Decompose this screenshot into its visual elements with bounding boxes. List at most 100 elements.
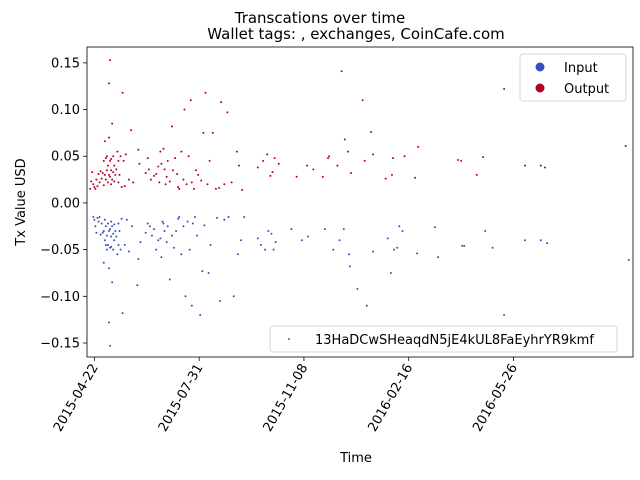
data-point-output-25 [108, 173, 111, 176]
data-point-output-77 [180, 150, 183, 153]
legend-type: Input Output [519, 53, 627, 102]
data-point-input-76 [190, 304, 193, 307]
data-point-output-35 [112, 155, 115, 158]
y-tick-label: 0.10 [51, 103, 80, 118]
data-point-output-113 [327, 157, 330, 160]
data-point-output-120 [361, 99, 364, 102]
data-point-output-121 [363, 159, 366, 162]
data-point-output-99 [235, 150, 238, 153]
data-point-input-38 [117, 243, 120, 246]
data-point-output-118 [346, 150, 349, 153]
y-tick-label: 0.05 [51, 150, 80, 165]
data-point-input-118 [416, 252, 419, 255]
data-point-output-5 [94, 187, 97, 190]
data-point-output-8 [97, 172, 100, 175]
data-point-input-117 [401, 229, 404, 232]
data-point-output-61 [157, 165, 160, 168]
data-point-output-82 [189, 99, 192, 102]
data-point-input-53 [148, 225, 151, 228]
data-point-input-52 [146, 222, 149, 225]
data-point-output-63 [159, 150, 162, 153]
data-point-input-83 [207, 271, 210, 274]
y-tick-label: −0.10 [40, 290, 80, 305]
data-point-input-59 [160, 256, 163, 259]
data-point-input-4 [96, 216, 99, 219]
data-point-input-27 [110, 235, 113, 238]
data-point-input-22 [108, 229, 111, 232]
legend-input-marker [535, 62, 545, 72]
data-point-input-56 [155, 248, 158, 251]
data-point-output-87 [200, 179, 203, 182]
data-point-input-124 [491, 246, 494, 249]
data-point-output-88 [202, 131, 205, 134]
data-point-input-106 [342, 228, 345, 231]
data-point-output-9 [98, 181, 101, 184]
data-point-input-92 [243, 215, 246, 218]
data-point-output-69 [166, 159, 169, 162]
data-point-output-56 [146, 157, 149, 160]
data-point-output-75 [177, 186, 180, 189]
plot-frame [86, 46, 634, 358]
data-point-output-40 [116, 150, 119, 153]
data-point-input-31 [112, 232, 115, 235]
x-axis: 2015-04-22 2015-07-31 2015-11-08 2016-02-16… [51, 357, 521, 434]
data-point-input-89 [232, 295, 235, 298]
y-tick-label: −0.05 [40, 243, 80, 258]
data-point-output-94 [218, 186, 221, 189]
data-point-output-137 [543, 166, 546, 169]
data-point-input-62 [163, 229, 166, 232]
data-point-output-106 [271, 171, 274, 174]
data-point-input-57 [157, 239, 160, 242]
data-point-input-40 [118, 229, 121, 232]
y-axis-label: Tx Value USD [14, 158, 29, 246]
x-tick-label: 2016-02-16 [365, 362, 416, 435]
data-point-output-81 [187, 155, 190, 158]
data-point-input-93 [256, 237, 259, 240]
data-point-input-16 [105, 234, 108, 237]
data-point-output-24 [108, 136, 111, 139]
data-point-output-68 [165, 175, 168, 178]
data-point-input-126 [524, 239, 527, 242]
data-point-input-67 [172, 246, 175, 249]
data-point-output-29 [110, 158, 113, 161]
data-point-output-73 [174, 157, 177, 160]
data-point-output-103 [262, 159, 265, 162]
data-point-output-74 [176, 172, 179, 175]
data-point-input-109 [356, 287, 359, 290]
data-point-output-90 [206, 183, 209, 186]
data-point-input-79 [196, 234, 199, 237]
x-axis-label: Time [339, 451, 372, 466]
data-point-input-48 [136, 284, 139, 287]
data-point-output-66 [163, 168, 166, 171]
data-point-output-80 [185, 183, 188, 186]
y-tick-label: −0.15 [40, 336, 80, 351]
data-point-output-67 [164, 183, 167, 186]
data-point-output-17 [104, 157, 107, 160]
data-point-input-87 [223, 218, 226, 221]
data-point-output-4 [93, 186, 96, 189]
data-point-output-95 [220, 101, 223, 104]
data-point-input-104 [332, 248, 335, 251]
data-point-output-136 [539, 164, 542, 167]
data-point-input-3 [95, 231, 98, 234]
legend-wallet-label: 13HaDCwSHeaqdN5jE4kUL8FaEyhrYR9kmf [315, 333, 594, 348]
data-point-output-138 [624, 144, 627, 147]
data-point-input-54 [150, 234, 153, 237]
data-point-input-66 [170, 234, 173, 237]
y-tick-label: 0.00 [51, 196, 80, 211]
data-point-input-6 [98, 215, 101, 218]
data-point-input-2 [94, 225, 97, 228]
data-point-input-101 [300, 239, 303, 242]
series-input [92, 215, 630, 347]
data-point-input-30 [111, 225, 114, 228]
legend-wallet: 13HaDCwSHeaqdN5jE4kUL8FaEyhrYR9kmf [269, 325, 618, 353]
data-point-input-60 [161, 220, 164, 223]
data-point-input-29 [111, 281, 114, 284]
data-point-output-14 [102, 184, 105, 187]
data-point-output-101 [241, 188, 244, 191]
data-point-input-21 [108, 267, 111, 270]
data-point-output-20 [105, 155, 108, 158]
data-point-input-97 [270, 232, 273, 235]
data-point-input-43 [121, 312, 124, 315]
data-point-input-82 [203, 224, 206, 227]
